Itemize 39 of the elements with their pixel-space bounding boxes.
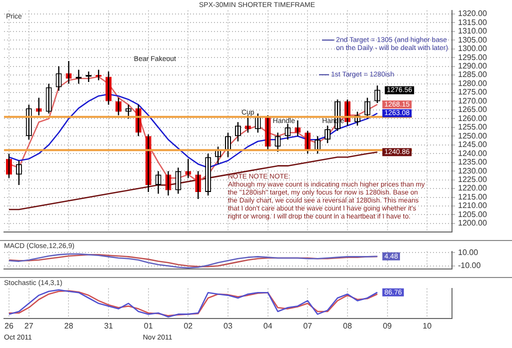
x-tick-label: 01 bbox=[144, 321, 154, 330]
y-tick-label: 1320.00 bbox=[458, 9, 488, 18]
y-tick-label: 1230.00 bbox=[458, 166, 488, 176]
y-tick-label: 1245.00 bbox=[458, 140, 488, 150]
y-tick-label: 1310.00 bbox=[458, 26, 488, 36]
y-tick-label: 1235.00 bbox=[458, 158, 488, 167]
y-tick-label: 1220.00 bbox=[458, 184, 488, 193]
x-tick-label: 31 bbox=[104, 321, 114, 330]
x-tick-label: 27 bbox=[24, 321, 34, 330]
x-tick-label: 10 bbox=[422, 321, 432, 330]
y-tick-label: 1280.00 bbox=[458, 78, 488, 88]
x-tick-label: 02 bbox=[184, 321, 194, 330]
y-tick-label: 1200.00 bbox=[458, 218, 488, 228]
y-tick-label: 1290.00 bbox=[458, 61, 488, 70]
y-tick-label: 1240.00 bbox=[458, 148, 488, 158]
x-tick-label: 07 bbox=[303, 321, 313, 330]
y-tick-label: -10.00 bbox=[458, 261, 482, 270]
y-tick-label: 1305.00 bbox=[458, 35, 488, 44]
x-tick-label: 26 bbox=[4, 321, 14, 330]
y-tick-label: 1250.00 bbox=[458, 131, 488, 140]
y-tick-label: 1225.00 bbox=[458, 175, 488, 184]
y-tick-label: 1300.00 bbox=[458, 44, 488, 54]
y-tick-label: 1295.00 bbox=[458, 52, 488, 62]
y-tick-label: 1265.00 bbox=[458, 105, 488, 114]
x-tick-label: 28 bbox=[64, 321, 74, 330]
y-tick-label: 1270.00 bbox=[458, 96, 488, 106]
y-tick-label: 1285.00 bbox=[458, 70, 488, 80]
x-tick-label: 03 bbox=[224, 321, 233, 330]
y-tick-label: 1215.00 bbox=[458, 192, 488, 202]
y-tick-label: 1260.00 bbox=[458, 114, 488, 123]
x-tick-label: 04 bbox=[263, 321, 273, 330]
y-tick-label: 1210.00 bbox=[458, 201, 488, 210]
x-tick-label: 08 bbox=[343, 321, 352, 330]
y-tick-label: 1315.00 bbox=[458, 18, 488, 27]
y-tick-label: 1275.00 bbox=[458, 88, 488, 97]
y-tick-label: 1255.00 bbox=[458, 122, 488, 132]
y-tick-label: 10.00 bbox=[458, 248, 479, 257]
x-tick-label: 09 bbox=[382, 321, 392, 330]
y-tick-label: 1205.00 bbox=[458, 210, 488, 219]
